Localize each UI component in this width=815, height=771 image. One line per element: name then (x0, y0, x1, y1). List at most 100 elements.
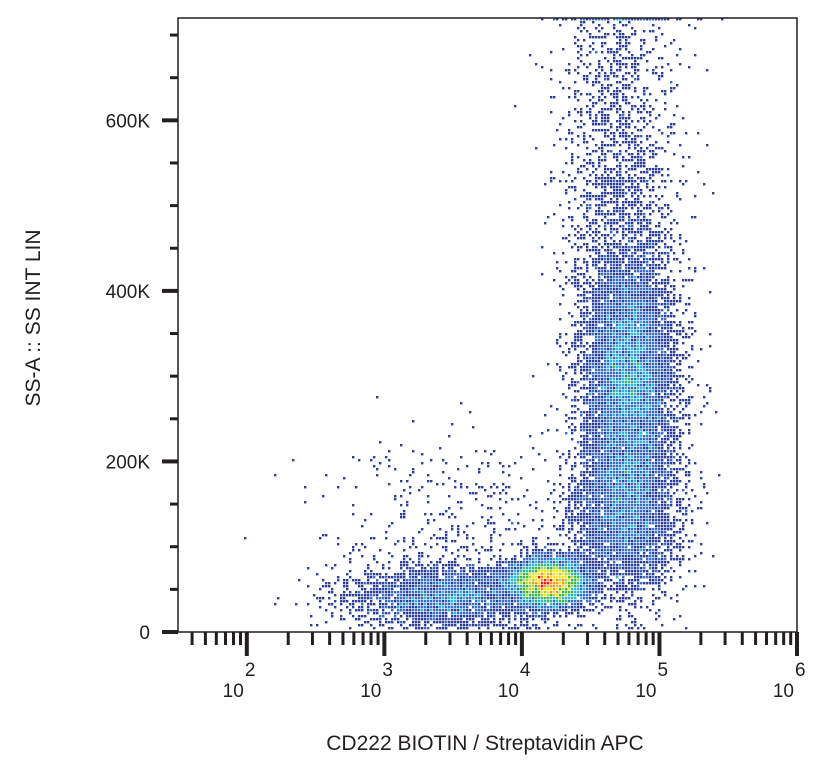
density-bin (691, 321, 694, 324)
density-bin (616, 456, 619, 459)
density-bin (652, 174, 655, 177)
density-bin (460, 456, 463, 459)
density-bin (304, 486, 307, 489)
density-bin (607, 462, 610, 465)
density-bin (589, 558, 592, 561)
density-bin (646, 537, 649, 540)
density-bin (553, 558, 556, 561)
density-bin (619, 372, 622, 375)
density-bin (595, 387, 598, 390)
density-bin (616, 420, 619, 423)
density-bin (661, 252, 664, 255)
density-bin (625, 543, 628, 546)
density-bin (592, 288, 595, 291)
density-bin (595, 498, 598, 501)
density-bin (637, 516, 640, 519)
density-bin (625, 201, 628, 204)
density-bin (628, 186, 631, 189)
density-bin (655, 141, 658, 144)
density-bin (649, 387, 652, 390)
density-bin (598, 561, 601, 564)
density-bin (622, 207, 625, 210)
density-bin (586, 540, 589, 543)
density-bin (640, 342, 643, 345)
density-bin (682, 498, 685, 501)
density-bin (580, 471, 583, 474)
density-bin (634, 306, 637, 309)
density-bin (571, 282, 574, 285)
density-bin (673, 429, 676, 432)
density-bin (616, 180, 619, 183)
density-bin (616, 498, 619, 501)
density-bin (601, 444, 604, 447)
density-bin (637, 219, 640, 222)
density-bin (637, 183, 640, 186)
density-bin (643, 225, 646, 228)
density-bin (484, 450, 487, 453)
density-bin (577, 273, 580, 276)
density-bin (610, 405, 613, 408)
density-bin (562, 375, 565, 378)
density-bin (583, 540, 586, 543)
density-bin (652, 261, 655, 264)
density-bin (658, 396, 661, 399)
density-bin (643, 180, 646, 183)
density-bin (598, 249, 601, 252)
density-bin (607, 243, 610, 246)
density-bin (658, 498, 661, 501)
density-bin (676, 387, 679, 390)
density-bin (643, 420, 646, 423)
density-bin (658, 504, 661, 507)
density-bin (613, 366, 616, 369)
density-bin (589, 528, 592, 531)
density-bin (559, 366, 562, 369)
density-bin (595, 288, 598, 291)
density-bin (598, 30, 601, 33)
density-bin (619, 414, 622, 417)
density-bin (589, 345, 592, 348)
density-bin (595, 309, 598, 312)
density-bin (637, 354, 640, 357)
density-bin (598, 270, 601, 273)
density-bin (658, 264, 661, 267)
density-bin (649, 336, 652, 339)
density-bin (625, 87, 628, 90)
density-bin (586, 492, 589, 495)
density-bin (583, 21, 586, 24)
density-bin (631, 432, 634, 435)
density-bin (607, 435, 610, 438)
density-bin (661, 402, 664, 405)
density-bin (601, 84, 604, 87)
density-bin (625, 252, 628, 255)
density-bin (628, 201, 631, 204)
density-bin (640, 543, 643, 546)
density-bin (682, 525, 685, 528)
density-bin (631, 405, 634, 408)
density-bin (652, 321, 655, 324)
density-bin (598, 198, 601, 201)
density-bin (613, 201, 616, 204)
density-bin (628, 72, 631, 75)
density-bin (709, 291, 712, 294)
density-bin (652, 384, 655, 387)
density-bin (547, 549, 550, 552)
density-bin (640, 294, 643, 297)
density-bin (634, 366, 637, 369)
density-bin (643, 390, 646, 393)
density-bin (418, 555, 421, 558)
density-bin (682, 327, 685, 330)
density-bin (619, 393, 622, 396)
density-bin (427, 501, 430, 504)
density-bin (526, 564, 529, 567)
density-bin (658, 390, 661, 393)
density-bin (574, 447, 577, 450)
density-bin (679, 354, 682, 357)
density-bin (607, 384, 610, 387)
density-bin (700, 543, 703, 546)
density-bin (664, 342, 667, 345)
density-bin (616, 507, 619, 510)
density-bin (649, 420, 652, 423)
density-bin (430, 537, 433, 540)
density-bin (673, 39, 676, 42)
density-bin (670, 228, 673, 231)
